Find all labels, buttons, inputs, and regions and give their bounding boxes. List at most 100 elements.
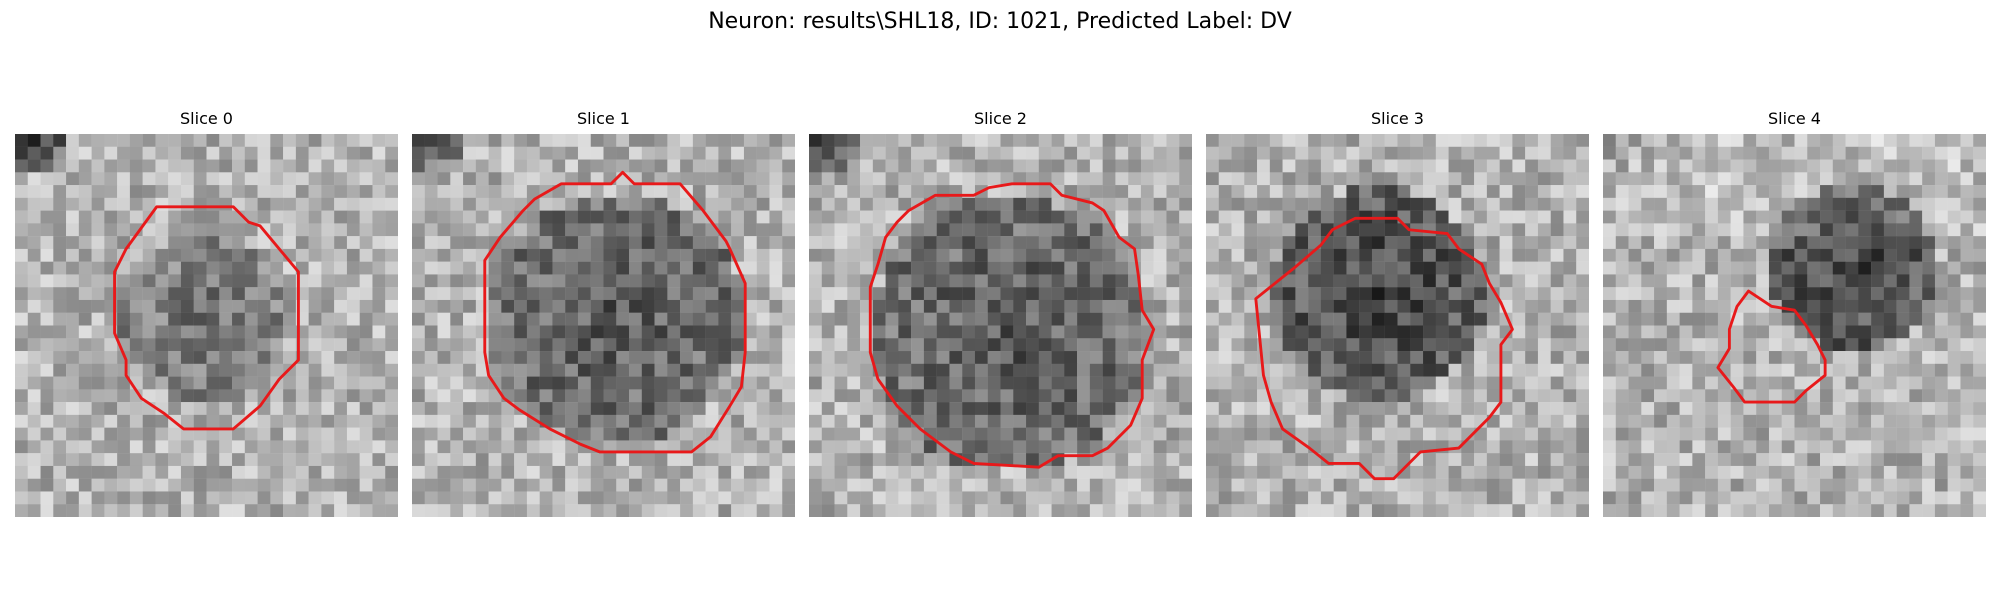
pixel-cell <box>53 223 66 236</box>
pixel-cell <box>1410 198 1423 211</box>
pixel-cell <box>540 377 553 390</box>
pixel-cell <box>360 364 373 377</box>
pixel-cell <box>1512 479 1525 492</box>
pixel-cell <box>527 262 540 275</box>
pixel-cell <box>1820 172 1833 185</box>
pixel-cell <box>1884 440 1897 453</box>
pixel-cell <box>1372 453 1385 466</box>
pixel-cell <box>1705 287 1718 300</box>
pixel-cell <box>1909 377 1922 390</box>
pixel-cell <box>1960 134 1973 147</box>
pixel-cell <box>1807 453 1820 466</box>
pixel-cell <box>655 389 668 402</box>
pixel-cell <box>782 198 795 211</box>
pixel-cell <box>847 274 860 287</box>
pixel-cell <box>219 326 232 339</box>
pixel-cell <box>769 428 782 441</box>
pixel-cell <box>501 326 514 339</box>
pixel-cell <box>1909 326 1922 339</box>
pixel-cell <box>1525 466 1538 479</box>
pixel-cell <box>693 338 706 351</box>
pixel-cell <box>181 249 194 262</box>
pixel-cell <box>501 377 514 390</box>
pixel-cell <box>1922 236 1935 249</box>
pixel-cell <box>232 185 245 198</box>
pixel-cell <box>1705 198 1718 211</box>
pixel-cell <box>360 415 373 428</box>
pixel-cell <box>591 504 604 517</box>
pixel-cell <box>822 479 835 492</box>
pixel-cell <box>1410 236 1423 249</box>
pixel-cell <box>1372 338 1385 351</box>
pixel-cell <box>1436 236 1449 249</box>
pixel-cell <box>219 287 232 300</box>
pixel-cell <box>975 338 988 351</box>
pixel-cell <box>194 453 207 466</box>
pixel-cell <box>693 147 706 160</box>
pixel-cell <box>1219 313 1232 326</box>
pixel-cell <box>1756 504 1769 517</box>
pixel-cell <box>693 491 706 504</box>
pixel-cell <box>1680 428 1693 441</box>
pixel-cell <box>15 300 28 313</box>
pixel-cell <box>1321 211 1334 224</box>
pixel-cell <box>143 504 156 517</box>
pixel-cell <box>412 466 425 479</box>
pixel-cell <box>1283 453 1296 466</box>
pixel-cell <box>309 287 322 300</box>
pixel-cell <box>1026 389 1039 402</box>
pixel-cell <box>1166 364 1179 377</box>
pixel-cell <box>1948 223 1961 236</box>
pixel-cell <box>168 160 181 173</box>
pixel-cell <box>565 147 578 160</box>
pixel-cell <box>1232 364 1245 377</box>
pixel-cell <box>155 274 168 287</box>
pixel-cell <box>527 223 540 236</box>
pixel-cell <box>898 172 911 185</box>
pixel-cell <box>822 415 835 428</box>
pixel-cell <box>706 491 719 504</box>
pixel-cell <box>334 300 347 313</box>
pixel-cell <box>66 147 79 160</box>
pixel-cell <box>757 287 770 300</box>
pixel-cell <box>1629 249 1642 262</box>
pixel-cell <box>1013 160 1026 173</box>
pixel-cell <box>1897 211 1910 224</box>
pixel-cell <box>360 453 373 466</box>
pixel-cell <box>53 274 66 287</box>
pixel-cell <box>1973 147 1986 160</box>
pixel-cell <box>1512 287 1525 300</box>
pixel-cell <box>1820 160 1833 173</box>
pixel-cell <box>1064 338 1077 351</box>
pixel-cell <box>270 262 283 275</box>
pixel-cell <box>1257 185 1270 198</box>
pixel-cell <box>1820 249 1833 262</box>
pixel-cell <box>155 236 168 249</box>
pixel-cell <box>1474 440 1487 453</box>
pixel-cell <box>28 147 41 160</box>
pixel-cell <box>591 313 604 326</box>
pixel-cell <box>1871 313 1884 326</box>
pixel-cell <box>1013 326 1026 339</box>
pixel-cell <box>1795 198 1808 211</box>
pixel-cell <box>1512 198 1525 211</box>
pixel-cell <box>41 287 54 300</box>
pixel-cell <box>219 236 232 249</box>
pixel-cell <box>501 466 514 479</box>
pixel-cell <box>309 402 322 415</box>
pixel-cell <box>1115 326 1128 339</box>
pixel-cell <box>143 134 156 147</box>
pixel-cell <box>769 185 782 198</box>
pixel-cell <box>1128 134 1141 147</box>
pixel-cell <box>1935 402 1948 415</box>
pixel-cell <box>143 160 156 173</box>
pixel-cell <box>860 440 873 453</box>
pixel-cell <box>693 364 706 377</box>
pixel-cell <box>1500 453 1513 466</box>
pixel-cell <box>1308 223 1321 236</box>
pixel-cell <box>1141 223 1154 236</box>
pixel-cell <box>321 236 334 249</box>
pixel-cell <box>629 428 642 441</box>
pixel-cell <box>181 479 194 492</box>
pixel-cell <box>937 338 950 351</box>
